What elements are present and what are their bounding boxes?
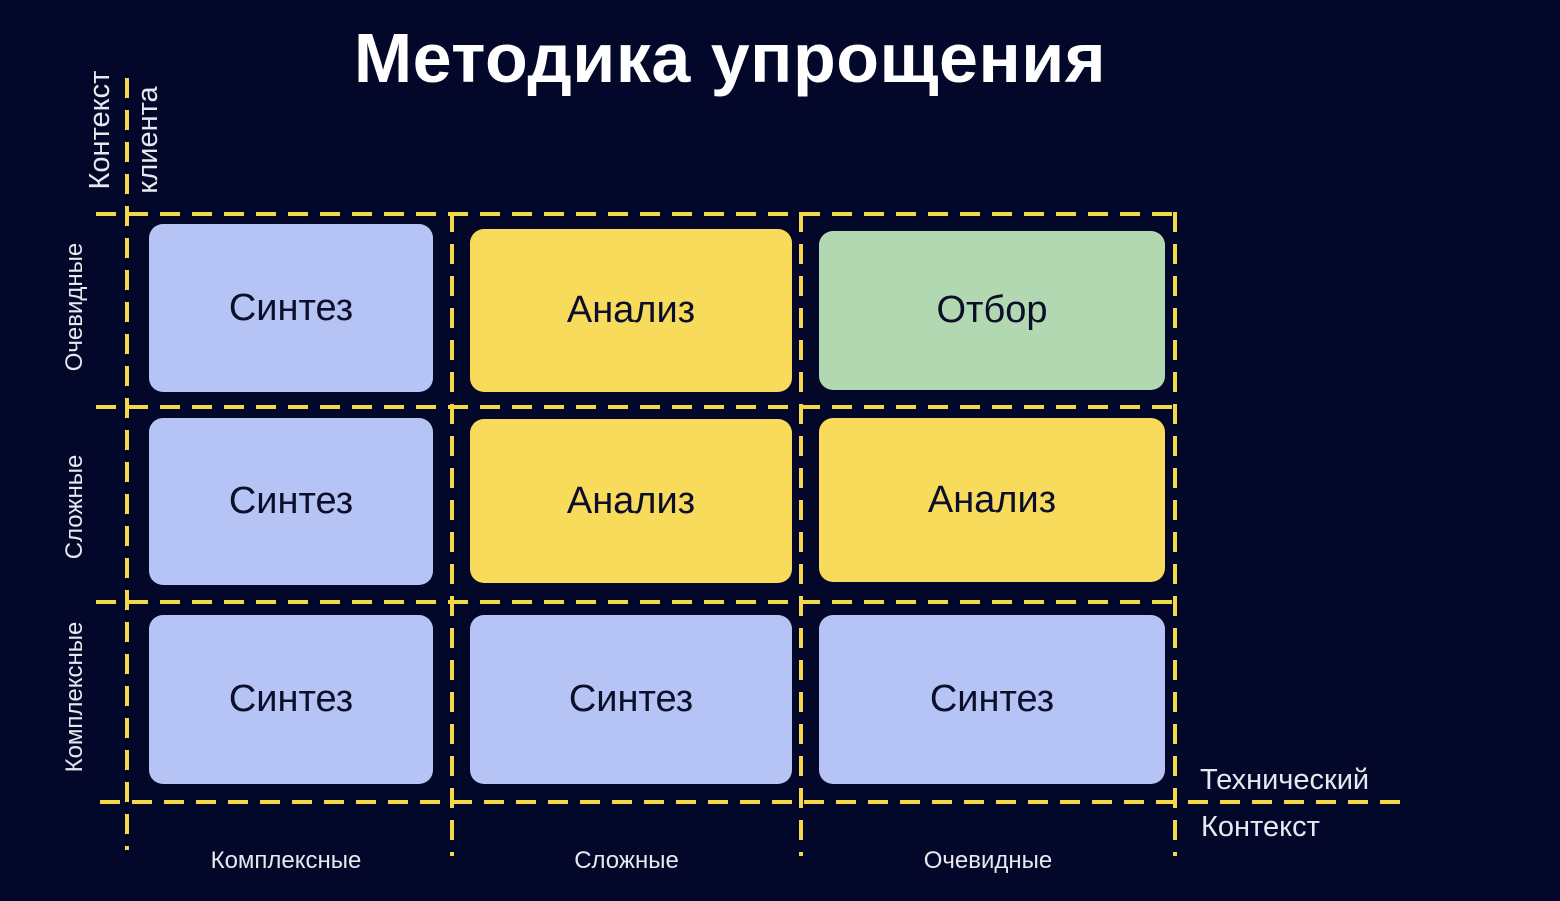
row-label-complicated: Сложные: [61, 454, 88, 560]
col-label-complex: Комплексные: [210, 847, 362, 874]
col-label-obvious: Очевидные: [923, 847, 1053, 874]
row-label-complex: Комплексные: [61, 621, 88, 773]
y-axis-title-line1: Контекст: [84, 70, 116, 190]
cell-synthesis: Синтез: [149, 224, 433, 392]
y-axis-title-line2: клиента: [132, 86, 164, 194]
cell-analysis: Анализ: [819, 418, 1165, 582]
x-axis-title-line1: Технический: [1200, 764, 1370, 796]
diagram-title: Методика упрощения: [353, 19, 1107, 97]
col-label-complicated: Сложные: [574, 847, 679, 874]
x-axis-title-line2: Контекст: [1201, 811, 1320, 843]
row-label-obvious: Очевидные: [61, 242, 88, 372]
cell-analysis: Анализ: [470, 229, 792, 392]
cell-analysis: Анализ: [470, 419, 792, 583]
cell-synthesis: Синтез: [470, 615, 792, 784]
cell-synthesis: Синтез: [819, 615, 1165, 784]
cell-selection: Отбор: [819, 231, 1165, 390]
cell-synthesis: Синтез: [149, 615, 433, 784]
cell-synthesis: Синтез: [149, 418, 433, 585]
